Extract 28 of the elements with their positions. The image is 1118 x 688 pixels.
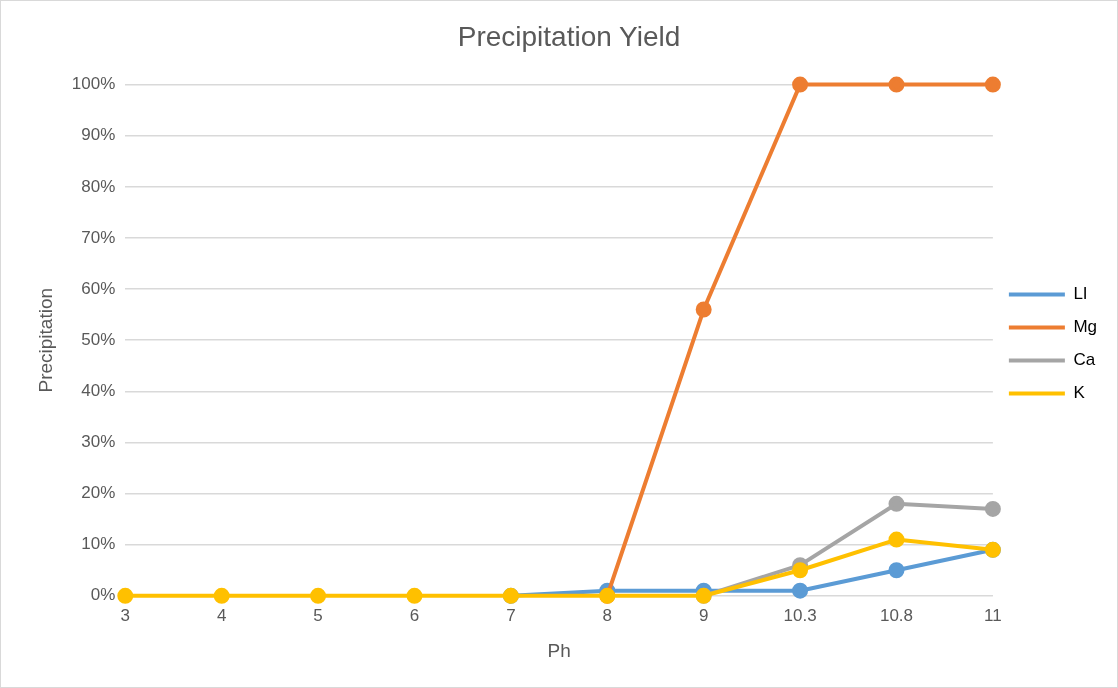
y-axis-title: Precipitation bbox=[34, 287, 56, 393]
chart-title: Precipitation Yield bbox=[457, 20, 681, 52]
y-tick-label: 20% bbox=[81, 483, 116, 503]
y-tick-label: 10% bbox=[81, 534, 116, 554]
y-tick-label: 30% bbox=[81, 432, 116, 452]
x-tick-label: 4 bbox=[216, 605, 227, 625]
x-tick-label: 8 bbox=[602, 605, 613, 625]
y-tick-label: 60% bbox=[81, 278, 116, 298]
x-tick-label: 6 bbox=[409, 605, 420, 625]
y-tick-label: 50% bbox=[81, 329, 116, 349]
x-axis-title: Ph bbox=[547, 639, 571, 661]
x-tick-label: 3 bbox=[120, 605, 131, 625]
x-tick-label: 11 bbox=[984, 605, 1002, 625]
legend-label: K bbox=[1073, 383, 1086, 403]
legend-label: LI bbox=[1073, 284, 1088, 304]
x-tick-label: 5 bbox=[313, 605, 323, 625]
y-tick-label: 100% bbox=[71, 74, 116, 94]
legend-label: Ca bbox=[1073, 350, 1096, 370]
y-tick-label: 80% bbox=[81, 176, 116, 196]
x-tick-label: 7 bbox=[506, 605, 516, 625]
x-tick-label: 9 bbox=[698, 605, 709, 625]
y-tick-label: 0% bbox=[90, 585, 116, 605]
x-tick-label: 10.8 bbox=[879, 605, 914, 625]
y-tick-label: 90% bbox=[81, 125, 116, 145]
x-tick-label: 10.3 bbox=[783, 605, 817, 625]
y-tick-label: 40% bbox=[81, 381, 116, 401]
legend-label: Mg bbox=[1073, 317, 1098, 337]
y-tick-label: 70% bbox=[81, 227, 116, 247]
